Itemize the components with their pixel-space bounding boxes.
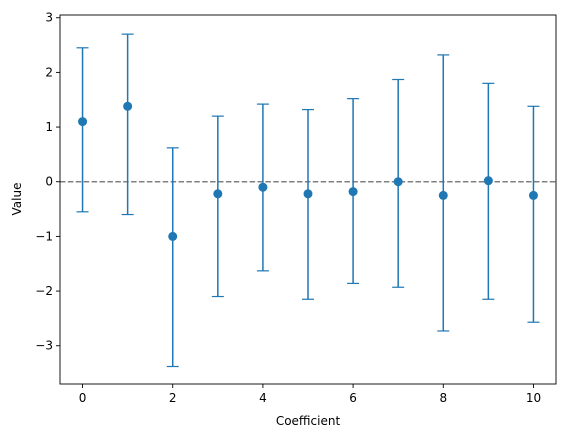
- y-tick-label: 0: [45, 175, 53, 189]
- data-point: [258, 182, 268, 192]
- data-point: [483, 176, 493, 186]
- data-point: [123, 101, 133, 111]
- x-tick-label: 4: [259, 391, 267, 405]
- y-tick-label: −1: [35, 229, 53, 243]
- data-point: [348, 187, 358, 197]
- x-tick-label: 8: [439, 391, 447, 405]
- data-point: [168, 231, 178, 241]
- x-tick-label: 0: [79, 391, 87, 405]
- x-tick-label: 2: [169, 391, 177, 405]
- x-tick-label: 10: [526, 391, 541, 405]
- y-axis-label: Value: [10, 183, 24, 216]
- y-tick-label: −3: [35, 339, 53, 353]
- x-tick-label: 6: [349, 391, 357, 405]
- x-axis-label: Coefficient: [276, 414, 341, 428]
- y-tick-label: 2: [45, 65, 53, 79]
- y-tick-label: 3: [45, 11, 53, 25]
- data-point: [303, 189, 313, 199]
- data-point: [78, 117, 88, 127]
- data-point: [213, 189, 223, 199]
- data-point: [528, 190, 538, 200]
- y-tick-label: −2: [35, 284, 53, 298]
- plot-layer: [60, 33, 556, 368]
- axes-layer: 0 2 4 6 8 10 −3 −2 −1 0 1 2 3: [35, 11, 557, 405]
- data-point: [393, 177, 403, 187]
- axes-frame: [59, 14, 557, 385]
- y-tick-label: 1: [45, 120, 53, 134]
- data-point: [438, 190, 448, 200]
